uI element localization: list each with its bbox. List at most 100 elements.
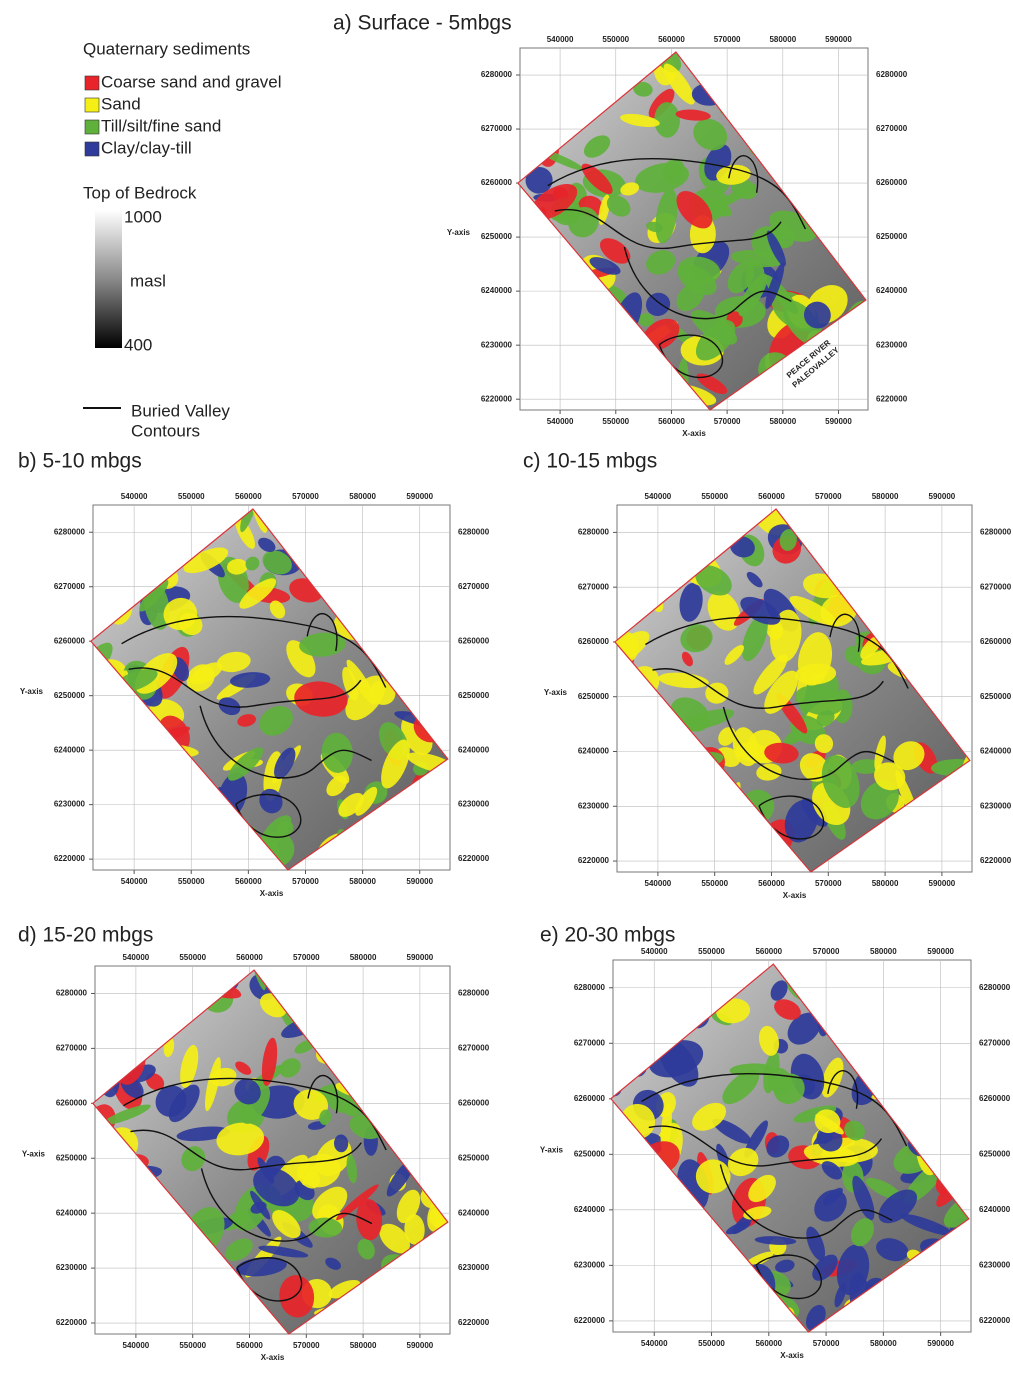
- sediment-patch: [133, 1270, 170, 1308]
- sediment-patch: [363, 815, 397, 848]
- sediment-patch: [172, 814, 225, 854]
- x-axis-label: X-axis: [783, 891, 807, 900]
- x-tick-label: 540000: [121, 492, 148, 501]
- sediment-patch: [184, 1277, 199, 1305]
- sediment-patch: [191, 497, 220, 535]
- y-tick-label: 6230000: [458, 800, 490, 809]
- sediment-patch: [593, 62, 619, 89]
- sediment-patch: [600, 367, 645, 407]
- sediment-patch: [705, 1246, 728, 1272]
- sediment-patch: [396, 520, 428, 552]
- map-content: [596, 479, 994, 892]
- y-tick-label: 6280000: [458, 527, 490, 536]
- sediment-patch: [179, 1310, 207, 1339]
- sediment-patch: [838, 332, 886, 377]
- sediment-patch: [610, 958, 661, 1001]
- sediment-patch: [88, 996, 108, 1032]
- y-tick-label: 6250000: [458, 691, 490, 700]
- y-tick-label: 6220000: [979, 1316, 1011, 1325]
- sediment-patch: [566, 270, 590, 305]
- sediment-patch: [503, 278, 551, 320]
- x-tick-label: 580000: [350, 953, 377, 962]
- sediment-patch: [904, 1306, 918, 1318]
- sediment-patch: [852, 542, 879, 577]
- y-tick-label: 6280000: [979, 983, 1011, 992]
- sediment-patch: [140, 822, 176, 851]
- sediment-patch: [922, 672, 948, 698]
- bedrock-title: Top of Bedrock: [83, 183, 197, 202]
- sediment-patch: [425, 1104, 466, 1151]
- y-tick-label: 6240000: [578, 747, 610, 756]
- sediment-patch: [642, 993, 681, 1026]
- y-tick-label: 6240000: [458, 1208, 490, 1217]
- x-tick-label: 550000: [178, 877, 205, 886]
- sediment-patch: [367, 624, 400, 664]
- sediment-patch: [917, 832, 956, 872]
- sediment-patch: [548, 334, 582, 365]
- sediment-patch: [875, 1011, 898, 1037]
- sediment-patch: [887, 574, 930, 613]
- y-axis-label: Y-axis: [22, 1149, 46, 1158]
- x-tick-label: 590000: [406, 877, 433, 886]
- x-axis-label: X-axis: [780, 1351, 804, 1360]
- x-tick-label: 540000: [547, 35, 574, 44]
- y-tick-label: 6250000: [54, 691, 86, 700]
- x-tick-label: 590000: [407, 1341, 434, 1350]
- sediment-patch: [949, 674, 969, 694]
- x-tick-label: 550000: [178, 492, 205, 501]
- sediment-patch: [655, 761, 680, 786]
- sediment-patch: [388, 1016, 419, 1065]
- sediment-patch: [580, 348, 621, 398]
- sediment-patch: [508, 80, 555, 127]
- sediment-patch: [403, 1065, 455, 1103]
- sediment-patch: [139, 988, 179, 1033]
- sediment-patch: [803, 957, 820, 995]
- sediment-patch: [750, 65, 776, 95]
- sediment-patch: [516, 66, 550, 104]
- sediment-patch: [359, 596, 400, 626]
- sediment-patch: [351, 1299, 398, 1323]
- x-tick-label: 570000: [293, 1341, 320, 1350]
- sediment-patch: [181, 840, 205, 862]
- bedrock-min: 400: [124, 335, 152, 354]
- sediment-patch: [419, 1112, 454, 1152]
- x-tick-label: 540000: [645, 879, 672, 888]
- sediment-patch: [645, 1248, 690, 1277]
- sediment-patch: [182, 809, 212, 835]
- sediment-patch: [949, 1051, 970, 1103]
- sediment-patch: [88, 1041, 121, 1074]
- sediment-patch: [544, 72, 603, 116]
- sediment-patch: [608, 1263, 649, 1303]
- sediment-patch: [920, 817, 938, 871]
- sediment-patch: [870, 1084, 907, 1101]
- sediment-patch: [632, 1284, 689, 1330]
- x-tick-label: 590000: [929, 492, 956, 501]
- x-tick-label: 590000: [927, 1339, 954, 1348]
- sediment-patch: [681, 955, 707, 991]
- sediment-patch: [636, 967, 669, 1015]
- sediment-patch: [722, 780, 744, 820]
- sediment-patch: [937, 1033, 968, 1081]
- sediment-patch: [382, 528, 421, 554]
- legend-swatch: [85, 120, 99, 134]
- sediment-patch: [93, 1311, 117, 1355]
- x-tick-label: 560000: [758, 492, 785, 501]
- sediment-patch: [88, 1314, 103, 1330]
- map-panel: d) 15-20 mbgs540000540000550000550000560…: [18, 924, 490, 1363]
- x-tick-label: 570000: [813, 1339, 840, 1348]
- sediment-patch: [363, 851, 398, 872]
- panel-title: b) 5-10 mbgs: [18, 450, 142, 473]
- sediment-patch: [604, 847, 641, 882]
- x-tick-label: 570000: [813, 947, 840, 956]
- sediment-patch: [886, 1046, 917, 1084]
- sediment-patch: [892, 818, 946, 879]
- x-tick-label: 580000: [870, 1339, 897, 1348]
- y-tick-label: 6280000: [578, 527, 610, 536]
- sediment-patch: [665, 820, 715, 859]
- sediment-patch: [396, 499, 449, 529]
- sediment-patch: [931, 1303, 962, 1333]
- sediment-patch: [357, 507, 378, 528]
- sediment-patch: [428, 593, 461, 614]
- sediment-patch: [851, 504, 885, 563]
- y-tick-label: 6280000: [54, 527, 86, 536]
